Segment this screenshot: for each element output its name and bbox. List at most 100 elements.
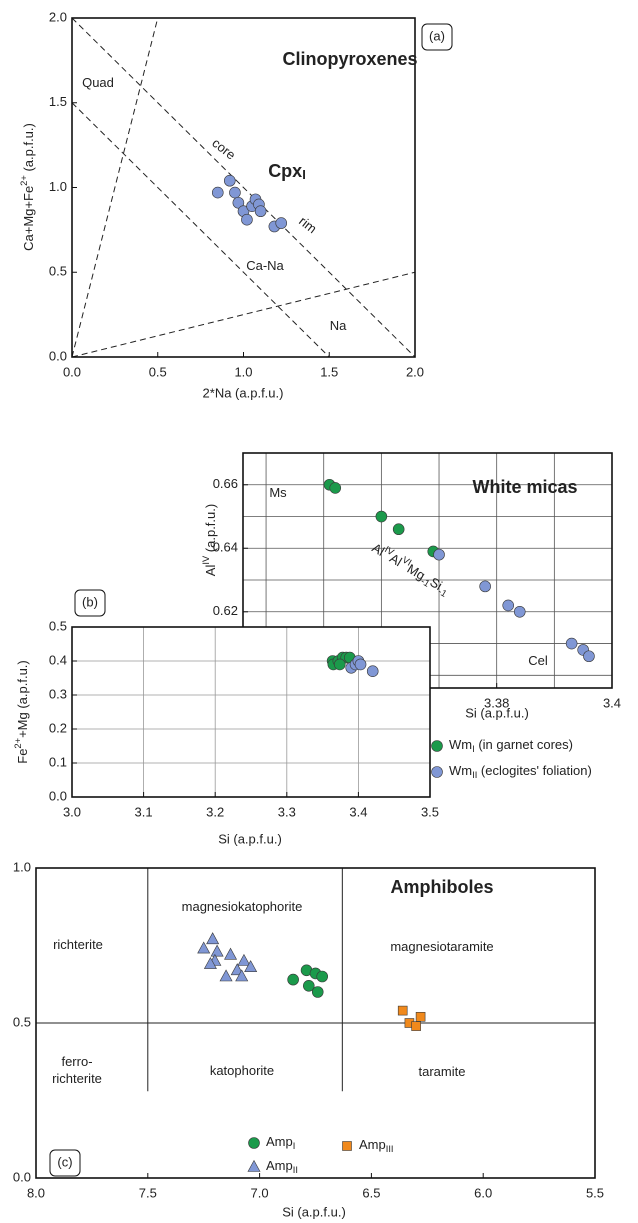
point <box>275 217 288 229</box>
point <box>415 1011 426 1022</box>
annotation-part: Cel <box>528 653 548 668</box>
legend-label-part: Wm <box>449 763 472 778</box>
x-tick-label: 2.0 <box>406 364 424 379</box>
x-axis-label: Si (a.p.f.u.) <box>465 705 529 720</box>
point <box>244 960 258 973</box>
y-axis-label: AlIV (a.p.f.u.) <box>201 504 218 576</box>
y-tick-label: 0.64 <box>213 540 238 555</box>
y-tick-label: 0.1 <box>49 754 67 769</box>
y-tick-label: 0.5 <box>49 264 67 279</box>
legend-marker <box>247 1159 261 1172</box>
point <box>333 658 346 671</box>
legend-marker <box>431 740 443 752</box>
annotation-part: Ms <box>269 485 287 500</box>
legend-label: WmII (eclogites' foliation) <box>449 763 592 780</box>
panel-label: (c) <box>57 1154 72 1169</box>
legend-marker <box>248 1137 260 1149</box>
legend-label-part: Amp <box>266 1134 293 1149</box>
point <box>210 944 224 957</box>
plot-frame <box>71 17 416 358</box>
x-tick-label: 3.38 <box>484 695 509 710</box>
legend-label-part: Amp <box>266 1158 293 1173</box>
y-axis-label-part: (a.p.f.u.) <box>203 504 218 556</box>
x-tick-label: 6.0 <box>474 1185 492 1200</box>
x-tick-label: 3.3 <box>278 804 296 819</box>
x-tick-label: 3.4 <box>349 804 367 819</box>
y-tick-label: 0.5 <box>49 618 67 633</box>
legend-label-part: II <box>472 770 477 780</box>
y-tick-label: 1.0 <box>13 859 31 874</box>
legend-label-part: I <box>293 1141 296 1151</box>
point <box>302 979 315 992</box>
x-tick-label: 3.4 <box>603 695 621 710</box>
annotation: taramite <box>419 1064 466 1079</box>
point <box>237 953 251 966</box>
y-tick-label: 0.0 <box>49 348 67 363</box>
x-tick-label: 3.1 <box>135 804 153 819</box>
chart-title: White micas <box>472 477 577 497</box>
plot-background <box>72 627 430 797</box>
y-axis-label-part: +Mg (a.p.f.u.) <box>15 660 30 738</box>
point <box>392 523 405 536</box>
x-tick-label: 5.5 <box>586 1185 604 1200</box>
annotation-part: katophorite <box>210 1063 274 1078</box>
annotation: ferro- <box>61 1054 92 1069</box>
y-tick-label: 2.0 <box>49 9 67 24</box>
point <box>203 956 217 969</box>
panel-label-box <box>74 589 106 617</box>
legend-label: AmpII <box>266 1158 298 1175</box>
x-axis-label: 2*Na (a.p.f.u.) <box>203 385 284 400</box>
point <box>316 970 329 983</box>
y-tick-label: 0.0 <box>13 1169 31 1184</box>
annotation-part: magnesiotaramite <box>390 939 493 954</box>
legend-label: WmI (in garnet cores) <box>449 737 573 754</box>
point <box>219 969 233 982</box>
chart-title: Amphiboles <box>390 877 493 897</box>
annotation: magnesiotaramite <box>390 939 493 954</box>
legend-label-part: (in garnet cores) <box>475 737 573 752</box>
x-tick-label: 1.0 <box>234 364 252 379</box>
y-tick-label: 1.5 <box>49 94 67 109</box>
panel-label-box <box>421 23 453 51</box>
point <box>502 599 515 612</box>
annotation: Na <box>330 318 347 333</box>
x-tick-label: 1.5 <box>320 364 338 379</box>
x-axis-label: Si (a.p.f.u.) <box>282 1204 346 1219</box>
annotation: magnesiokatophorite <box>182 899 303 914</box>
legend-label-part: I <box>472 744 475 754</box>
y-axis-label-part: Fe <box>15 749 30 764</box>
legend-label: AmpIII <box>359 1137 394 1154</box>
point <box>354 658 367 671</box>
point <box>224 947 238 960</box>
point <box>254 205 267 218</box>
annotation-part: VI <box>400 555 413 568</box>
legend-marker <box>342 1141 352 1151</box>
annotation-part: magnesiokatophorite <box>182 899 303 914</box>
legend-label-part: II <box>293 1165 298 1175</box>
point <box>206 932 220 945</box>
panel-label: (a) <box>429 28 445 43</box>
y-tick-label: 0.5 <box>13 1014 31 1029</box>
y-axis-label-part: Ca+Mg+Fe <box>21 186 36 251</box>
annotation-part: Na <box>330 318 347 333</box>
x-tick-label: 8.0 <box>27 1185 45 1200</box>
boundary-line <box>71 271 416 358</box>
point <box>235 969 249 982</box>
point <box>232 196 245 209</box>
annotation: katophorite <box>210 1063 274 1078</box>
chart-title: Clinopyroxenes <box>282 49 417 69</box>
annotation-part: ferro- <box>61 1054 92 1069</box>
point <box>197 941 211 954</box>
legend-label-part: Amp <box>359 1137 386 1152</box>
y-tick-label: 0.2 <box>49 720 67 735</box>
y-axis-label-part: 2+ <box>19 175 29 186</box>
phase-label-part: I <box>302 167 306 182</box>
phase-label: CpxI <box>268 161 306 183</box>
annotation: Cel <box>528 653 548 668</box>
x-tick-label: 6.5 <box>362 1185 380 1200</box>
y-tick-label: 0.4 <box>49 652 67 667</box>
point <box>433 548 445 561</box>
x-tick-label: 0.5 <box>149 364 167 379</box>
